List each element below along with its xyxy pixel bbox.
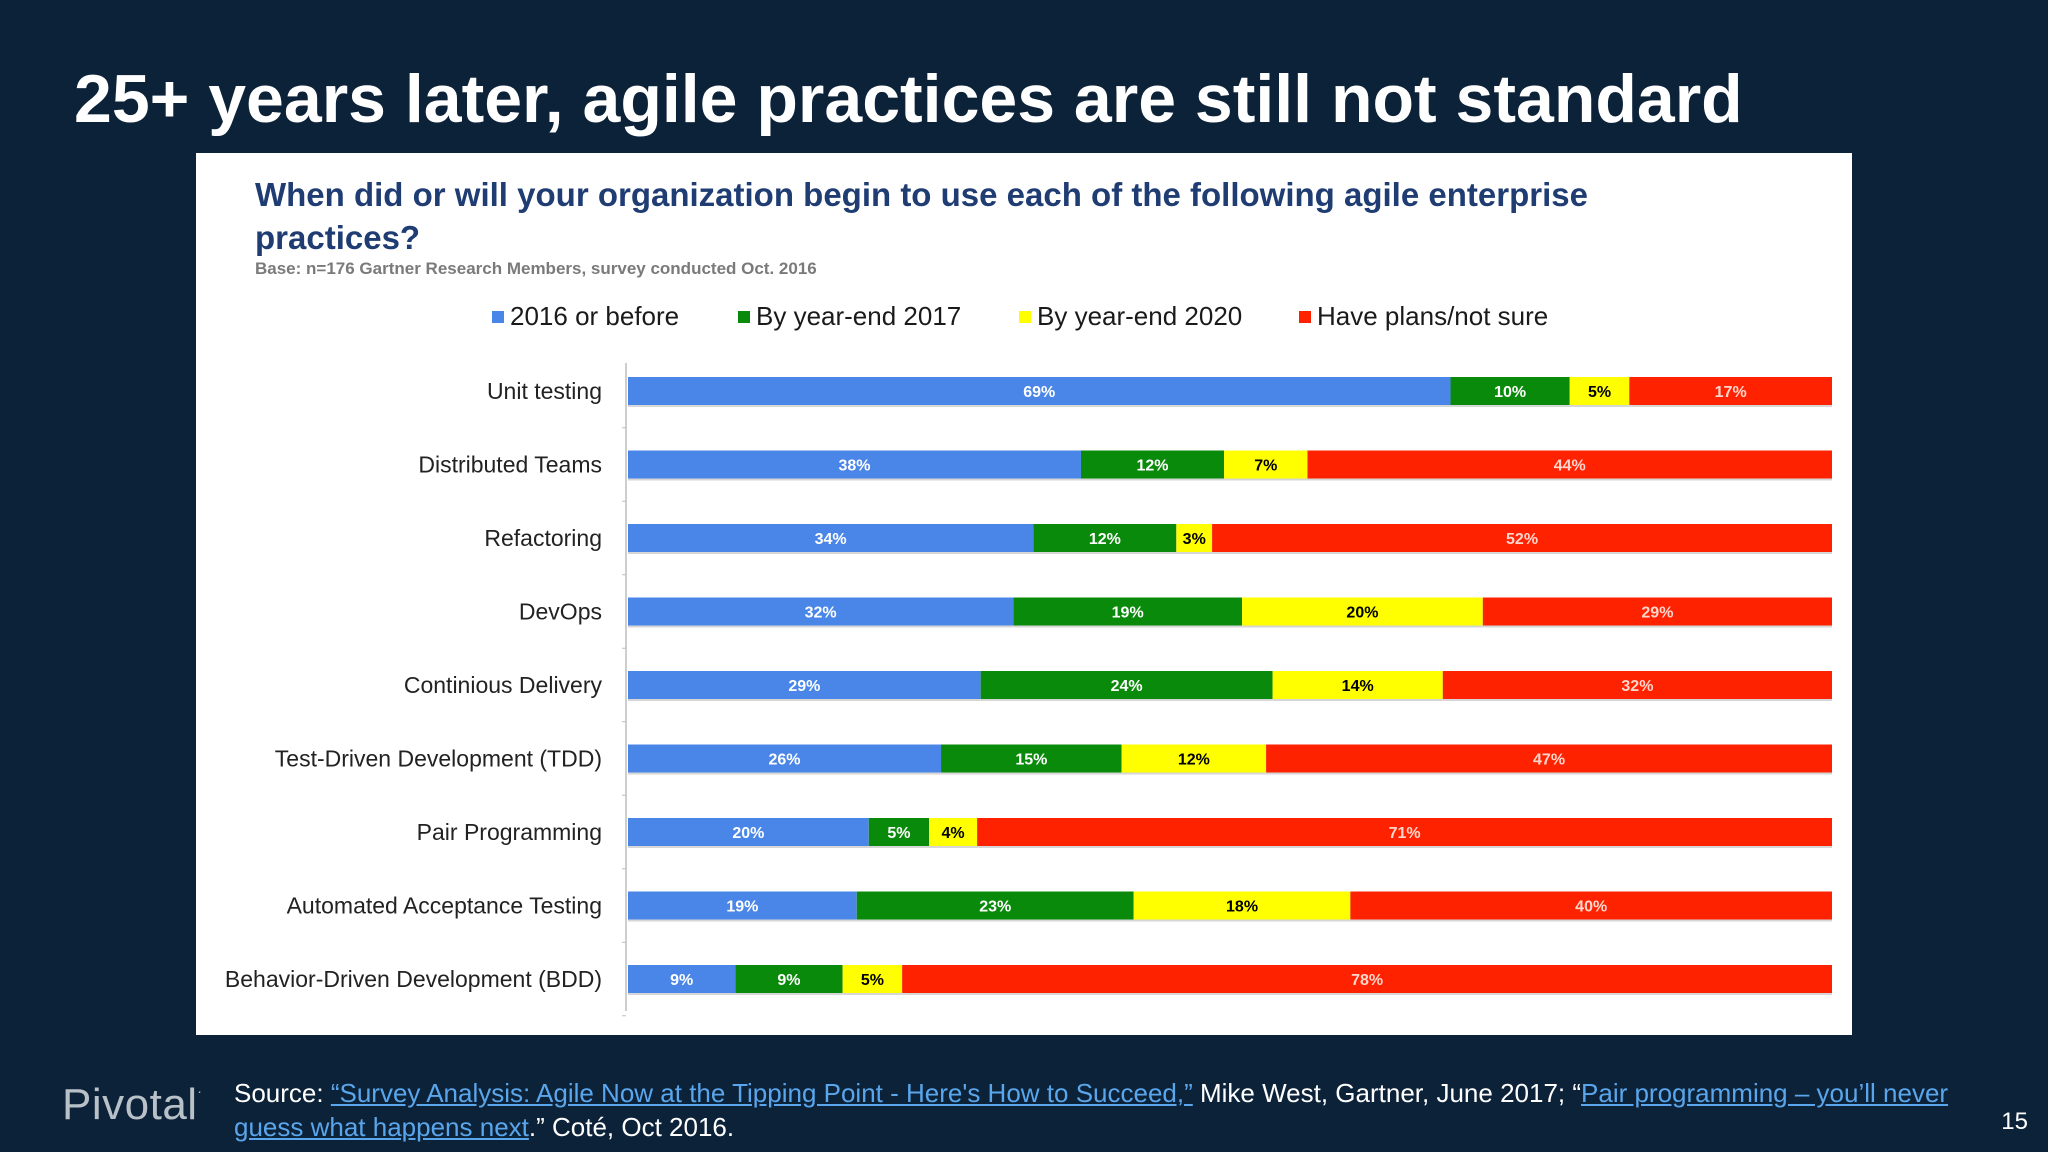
bar-value-label: 29% [788, 678, 820, 695]
bar-value-label: 9% [670, 972, 693, 989]
bar-value-label: 5% [1588, 384, 1611, 401]
bar-value-label: 78% [1351, 972, 1383, 989]
bar-segment [902, 965, 1832, 993]
bar-value-label: 10% [1494, 384, 1526, 401]
bar-segment [1176, 524, 1213, 552]
bar-segment [1450, 377, 1570, 405]
bar-segment [628, 818, 869, 846]
bar-segment [1629, 377, 1832, 405]
category-label: Pair Programming [417, 819, 602, 845]
source-link-gartner-survey[interactable]: “Survey Analysis: Agile Now at the Tippi… [330, 1078, 1193, 1108]
bar-segment [1080, 450, 1225, 479]
bar-segment [628, 524, 1034, 552]
source-middle-text: Mike West, Gartner, June 2017; “ [1192, 1078, 1582, 1108]
bar-value-label: 9% [777, 972, 800, 989]
bar-value-label: 14% [1342, 678, 1374, 695]
bar-value-label: 23% [979, 899, 1011, 916]
pivotal-logo: Pivotal. [62, 1080, 202, 1129]
category-label: Refactoring [484, 525, 602, 551]
bar-value-label: 19% [1112, 605, 1144, 622]
page-number: 15 [2001, 1108, 2028, 1135]
bar-value-label: 32% [1621, 678, 1653, 695]
bar-value-label: 40% [1575, 899, 1607, 916]
bar-value-label: 3% [1183, 531, 1206, 548]
bar-value-label: 71% [1389, 825, 1421, 842]
bar-value-label: 52% [1506, 531, 1538, 548]
bar-segment [1121, 744, 1267, 773]
chart-panel: When did or will your organization begin… [196, 153, 1852, 1035]
bar-segment [1350, 891, 1832, 920]
bar-segment [868, 818, 929, 846]
bar-segment [628, 891, 857, 920]
category-label: Unit testing [487, 378, 602, 404]
bar-segment [980, 671, 1273, 699]
bar-segment [1442, 671, 1832, 699]
category-label: DevOps [519, 599, 602, 625]
bar-value-label: 29% [1641, 605, 1673, 622]
bar-value-label: 12% [1136, 458, 1168, 475]
source-link-pair-programming[interactable]: Pair programming – you’ll never guess wh… [234, 1078, 1949, 1142]
bar-segment [628, 965, 736, 993]
category-label: Automated Acceptance Testing [287, 893, 602, 919]
bar-value-label: 26% [769, 752, 801, 769]
bar-value-label: 12% [1089, 531, 1121, 548]
bar-segment [856, 891, 1134, 920]
bar-segment [1013, 597, 1243, 626]
bar-value-label: 20% [1346, 605, 1378, 622]
category-label: Test-Driven Development (TDD) [275, 746, 602, 772]
bar-value-label: 7% [1254, 458, 1277, 475]
bar-segment [1242, 597, 1483, 626]
bar-segment [1033, 524, 1177, 552]
bar-segment [941, 744, 1122, 773]
bar-value-label: 20% [732, 825, 764, 842]
bar-segment [628, 450, 1081, 479]
category-label: Behavior-Driven Development (BDD) [225, 966, 602, 992]
bar-segment [1224, 450, 1308, 479]
bar-value-label: 69% [1023, 384, 1055, 401]
bar-value-label: 34% [815, 531, 847, 548]
bar-value-label: 18% [1226, 899, 1258, 916]
bar-value-label: 19% [726, 899, 758, 916]
bar-segment [1307, 450, 1832, 479]
bar-segment [628, 597, 1014, 626]
bar-segment [1482, 597, 1832, 626]
bar-segment [628, 671, 981, 699]
bar-value-label: 47% [1533, 752, 1565, 769]
bar-value-label: 5% [861, 972, 884, 989]
bar-value-label: 4% [942, 825, 965, 842]
bar-value-label: 5% [887, 825, 910, 842]
bar-value-label: 12% [1178, 752, 1210, 769]
bar-segment [628, 377, 1451, 405]
stacked-bar-plot: Unit testing 69% 10% 5% 17% Distributed Teams… [225, 363, 1832, 1017]
bar-segment [842, 965, 903, 993]
chart-subtitle: Base: n=176 Gartner Research Members, su… [255, 259, 817, 278]
bar-value-label: 24% [1111, 678, 1143, 695]
bar-value-label: 32% [805, 605, 837, 622]
bar-segment [1569, 377, 1630, 405]
bar-segment [1266, 744, 1832, 773]
bar-value-label: 44% [1554, 458, 1586, 475]
source-prefix: Source: [234, 1078, 331, 1108]
bar-segment [1212, 524, 1832, 552]
bar-segment [1133, 891, 1351, 920]
source-citation: Source: “Survey Analysis: Agile Now at t… [234, 1076, 1974, 1144]
bar-segment [929, 818, 978, 846]
bar-segment [628, 744, 942, 773]
chart-title: When did or will your organization begin… [255, 176, 1588, 256]
bar-value-label: 38% [838, 458, 870, 475]
bar-value-label: 17% [1715, 384, 1747, 401]
bar-value-label: 15% [1015, 752, 1047, 769]
slide-title: 25+ years later, agile practices are sti… [74, 61, 1743, 137]
category-label: Continious Delivery [404, 672, 603, 698]
category-label: Distributed Teams [418, 452, 602, 478]
bar-segment [1272, 671, 1443, 699]
source-suffix: .” Coté, Oct 2016. [528, 1112, 735, 1142]
bar-segment [735, 965, 843, 993]
bar-segment [977, 818, 1832, 846]
